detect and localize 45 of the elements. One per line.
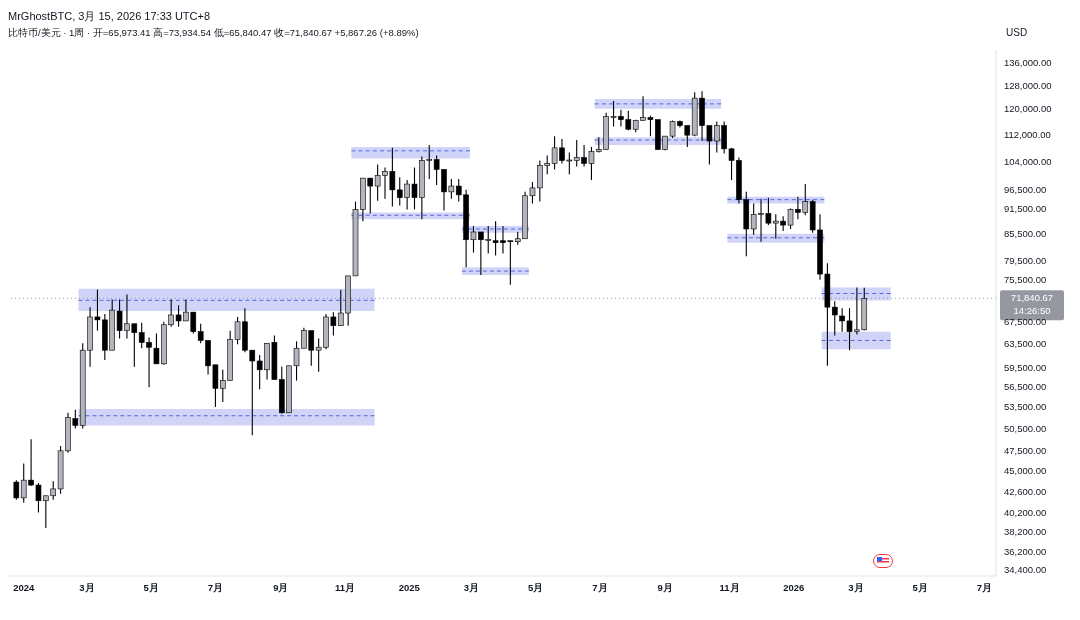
- chart-title: MrGhostBTC, 3月 15, 2026 17:33 UTC+8: [8, 9, 212, 24]
- y-tick-label: 47,500.00: [1004, 445, 1047, 457]
- y-tick-label: 34,400.00: [1004, 564, 1047, 576]
- y-tick-label: 128,000.00: [1004, 79, 1052, 91]
- x-tick-label: 9月: [273, 581, 289, 593]
- x-tick-label: 5月: [912, 581, 928, 593]
- y-tick-label: 50,500.00: [1004, 422, 1047, 434]
- y-tick-label: 85,500.00: [1004, 228, 1047, 240]
- ref-line-label: 71,840.67: [1010, 292, 1054, 304]
- x-tick-label: 3月: [79, 581, 95, 593]
- x-tick-label: 7月: [207, 581, 224, 593]
- y-tick-label: 63,500.00: [1004, 338, 1047, 350]
- y-tick-label: 56,500.00: [1004, 381, 1047, 393]
- x-tick-label: 3月: [463, 581, 480, 593]
- y-tick-label: 91,500.00: [1004, 203, 1047, 215]
- x-tick-label: 2025: [398, 581, 421, 593]
- y-tick-label: 38,200.00: [1004, 525, 1047, 537]
- y-tick-label: 45,000.00: [1004, 465, 1047, 477]
- y-tick-label: 96,500.00: [1004, 183, 1047, 195]
- x-tick-label: 7月: [592, 581, 608, 593]
- x-tick-label: 3月: [848, 581, 864, 593]
- y-tick-label: 40,200.00: [1004, 506, 1047, 518]
- x-tick-label: 11月: [335, 581, 356, 593]
- y-axis-title: USD: [1006, 26, 1029, 40]
- y-tick-label: 53,500.00: [1004, 401, 1047, 413]
- chart-subtitle: 比特币/美元 · 1周 · 开=65,973.41 高=73,934.54 低=65,840.47 收=71,840.67 +5,867.26 (+8.89%): [8, 26, 419, 40]
- x-tick-label: 7月: [976, 581, 993, 593]
- x-tick-label: 5月: [528, 581, 544, 593]
- x-tick-label: 2026: [783, 581, 805, 593]
- y-tick-label: 75,500.00: [1004, 274, 1047, 286]
- x-tick-label: 5月: [143, 581, 159, 593]
- y-tick-label: 104,000.00: [1004, 156, 1052, 168]
- y-tick-label: 59,500.00: [1004, 362, 1047, 374]
- y-tick-label: 42,600.00: [1004, 485, 1047, 497]
- x-tick-label: 11月: [719, 581, 740, 593]
- y-tick-label: 67,500.00: [1004, 315, 1047, 327]
- y-tick-label: 136,000.00: [1004, 57, 1052, 69]
- x-tick-label: 9月: [657, 581, 673, 593]
- y-tick-label: 112,000.00: [1004, 128, 1051, 140]
- y-tick-label: 120,000.00: [1004, 103, 1052, 115]
- x-tick-label: 2024: [13, 581, 36, 593]
- text: 14:26:50: [1013, 305, 1051, 317]
- candlestick: [13, 479, 20, 501]
- y-tick-label: 36,200.00: [1004, 545, 1047, 557]
- y-tick-label: 79,500.00: [1004, 255, 1047, 267]
